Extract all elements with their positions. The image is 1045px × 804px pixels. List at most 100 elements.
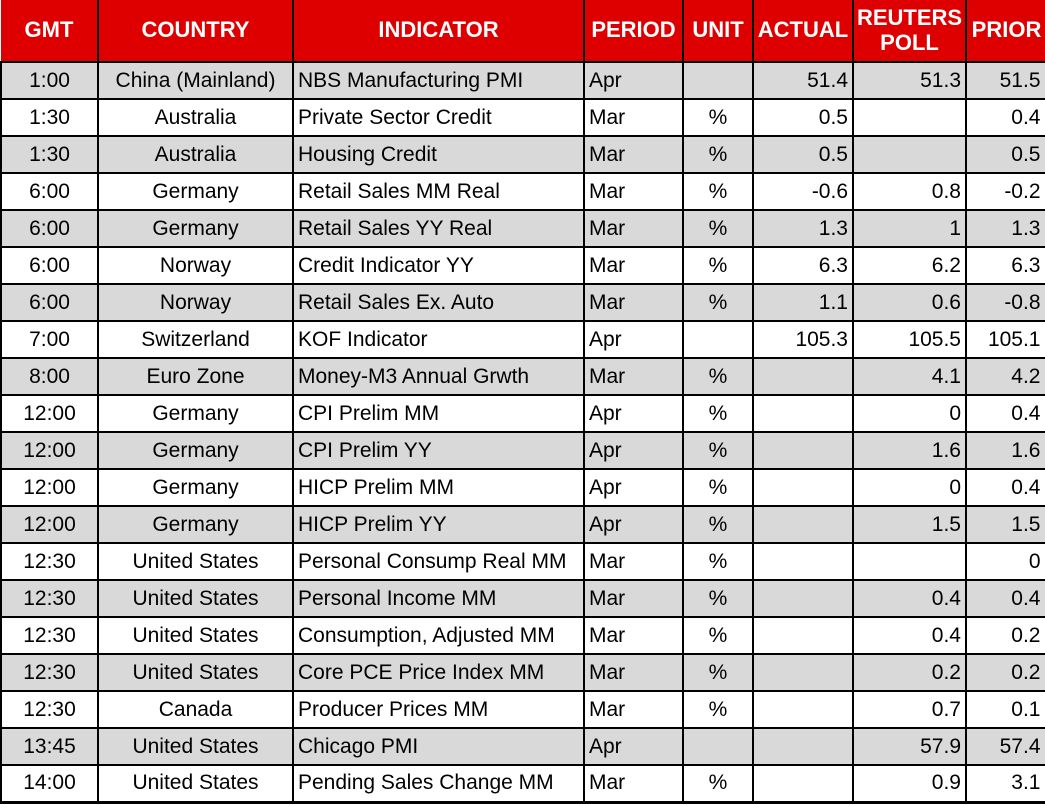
table-cell-poll: 0 [852, 468, 967, 507]
table-row: 12:00 Germany HICP Prelim YY Apr% 1.5 1.5 [0, 505, 1045, 544]
table-cell-poll: 0.9 [852, 764, 967, 804]
table-cell-prior: 0.4 [965, 394, 1045, 433]
table-row: 14:00 United States Pending Sales Change M… [0, 764, 1045, 804]
table-cell-country: United States [97, 616, 294, 655]
table-cell-country: Germany [97, 431, 294, 470]
table-cell-country: Australia [97, 135, 294, 174]
table-cell-gmt: 14:00 [0, 764, 99, 804]
table-cell-indicator: Housing Credit [292, 135, 585, 174]
table-row: 6:00 Norway Credit Indicator YY Mar% 6.3 6.2 6… [0, 246, 1045, 285]
table-cell-gmt: 12:00 [0, 394, 99, 433]
table-cell-period: Mar [583, 653, 684, 692]
table-cell-gmt: 12:00 [0, 431, 99, 470]
table-cell-poll: 0.6 [852, 283, 967, 322]
table-cell-prior: 1.3 [965, 209, 1045, 248]
table-row: 7:00 Switzerland KOF Indicator Apr 105.3 105.… [0, 320, 1045, 359]
table-cell-indicator: Pending Sales Change MM [292, 764, 585, 804]
table-cell-actual [752, 653, 854, 692]
table-cell-poll: 0.2 [852, 653, 967, 692]
table-cell-country: Switzerland [97, 320, 294, 359]
table-cell-country: Germany [97, 394, 294, 433]
table-row: 12:00 Germany HICP Prelim MM Apr% 0 0.4 [0, 468, 1045, 507]
table-cell-gmt: 13:45 [0, 727, 99, 766]
table-cell-unit: % [682, 172, 754, 211]
table-cell-country: United States [97, 542, 294, 581]
table-row: 6:00 Germany Retail Sales MM Real Mar% -0.6 0… [0, 172, 1045, 211]
table-cell-prior: 1.5 [965, 505, 1045, 544]
table-cell-prior: 57.4 [965, 727, 1045, 766]
table-row: 12:30 United States Personal Income MM Mar%… [0, 579, 1045, 618]
table-cell-period: Mar [583, 98, 684, 137]
table-cell-unit: % [682, 394, 754, 433]
table-cell-poll: 51.3 [852, 61, 967, 100]
table-cell-unit [682, 61, 754, 100]
table-cell-unit [682, 320, 754, 359]
table-cell-indicator: Producer Prices MM [292, 690, 585, 729]
table-cell-unit: % [682, 246, 754, 285]
table-row: 12:00 Germany CPI Prelim YY Apr% 1.6 1.6 [0, 431, 1045, 470]
table-header-row: GMT COUNTRY INDICATOR PERIOD UNIT ACTUAL… [1, 0, 1045, 63]
table-cell-poll: 57.9 [852, 727, 967, 766]
table-cell-indicator: Retail Sales MM Real [292, 172, 585, 211]
table-cell-unit: % [682, 653, 754, 692]
table-cell-unit: % [682, 616, 754, 655]
table-cell-gmt: 6:00 [0, 246, 99, 285]
table-cell-prior: 0.2 [965, 653, 1045, 692]
table-row: 8:00 Euro Zone Money-M3 Annual Grwth Mar% 4.… [0, 357, 1045, 396]
table-cell-actual: 1.3 [752, 209, 854, 248]
table-cell-period: Apr [583, 468, 684, 507]
table-cell-country: Germany [97, 172, 294, 211]
table-cell-actual: 1.1 [752, 283, 854, 322]
table-cell-unit: % [682, 579, 754, 618]
table-cell-indicator: Core PCE Price Index MM [292, 653, 585, 692]
table-cell-prior: 105.1 [965, 320, 1045, 359]
table-cell-poll: 1.6 [852, 431, 967, 470]
table-cell-prior: 0.4 [965, 98, 1045, 137]
table-cell-country: Euro Zone [97, 357, 294, 396]
table-body: 1:00 China (Mainland) NBS Manufacturing PM… [0, 61, 1045, 804]
table-cell-actual [752, 468, 854, 507]
table-cell-unit: % [682, 98, 754, 137]
table-row: 13:45 United States Chicago PMI Apr 57.9 57.4 [0, 727, 1045, 766]
column-header-period: PERIOD [583, 0, 684, 63]
table-cell-gmt: 7:00 [0, 320, 99, 359]
table-cell-unit: % [682, 468, 754, 507]
table-cell-country: Germany [97, 209, 294, 248]
table-cell-period: Apr [583, 320, 684, 359]
column-header-indicator: INDICATOR [292, 0, 585, 63]
table-cell-poll [852, 542, 967, 581]
table-row: 12:30 United States Consumption, Adjusted … [0, 616, 1045, 655]
table-cell-gmt: 1:30 [0, 98, 99, 137]
table-cell-actual [752, 579, 854, 618]
table-cell-actual: 0.5 [752, 98, 854, 137]
table-cell-period: Mar [583, 135, 684, 174]
table-cell-period: Mar [583, 357, 684, 396]
table-cell-period: Mar [583, 209, 684, 248]
table-cell-indicator: HICP Prelim YY [292, 505, 585, 544]
table-cell-unit: % [682, 283, 754, 322]
table-cell-country: Germany [97, 468, 294, 507]
table-cell-actual: 6.3 [752, 246, 854, 285]
table-cell-period: Mar [583, 542, 684, 581]
table-cell-period: Mar [583, 616, 684, 655]
table-row: 1:30 Australia Private Sector Credit Mar% 0.… [0, 98, 1045, 137]
table-cell-poll: 0.4 [852, 616, 967, 655]
table-cell-gmt: 12:00 [0, 505, 99, 544]
table-row: 12:30 United States Core PCE Price Index M… [0, 653, 1045, 692]
table-cell-poll [852, 98, 967, 137]
table-cell-country: Germany [97, 505, 294, 544]
table-cell-prior: 0.5 [965, 135, 1045, 174]
column-header-prior: PRIOR [965, 0, 1045, 63]
table-cell-indicator: NBS Manufacturing PMI [292, 61, 585, 100]
table-cell-country: United States [97, 727, 294, 766]
table-cell-poll: 105.5 [852, 320, 967, 359]
table-cell-indicator: Chicago PMI [292, 727, 585, 766]
table-cell-period: Apr [583, 431, 684, 470]
table-cell-gmt: 6:00 [0, 283, 99, 322]
table-cell-unit: % [682, 690, 754, 729]
column-header-country: COUNTRY [97, 0, 294, 63]
table-cell-indicator: KOF Indicator [292, 320, 585, 359]
table-cell-actual [752, 690, 854, 729]
table-cell-indicator: Retail Sales YY Real [292, 209, 585, 248]
table-cell-gmt: 8:00 [0, 357, 99, 396]
